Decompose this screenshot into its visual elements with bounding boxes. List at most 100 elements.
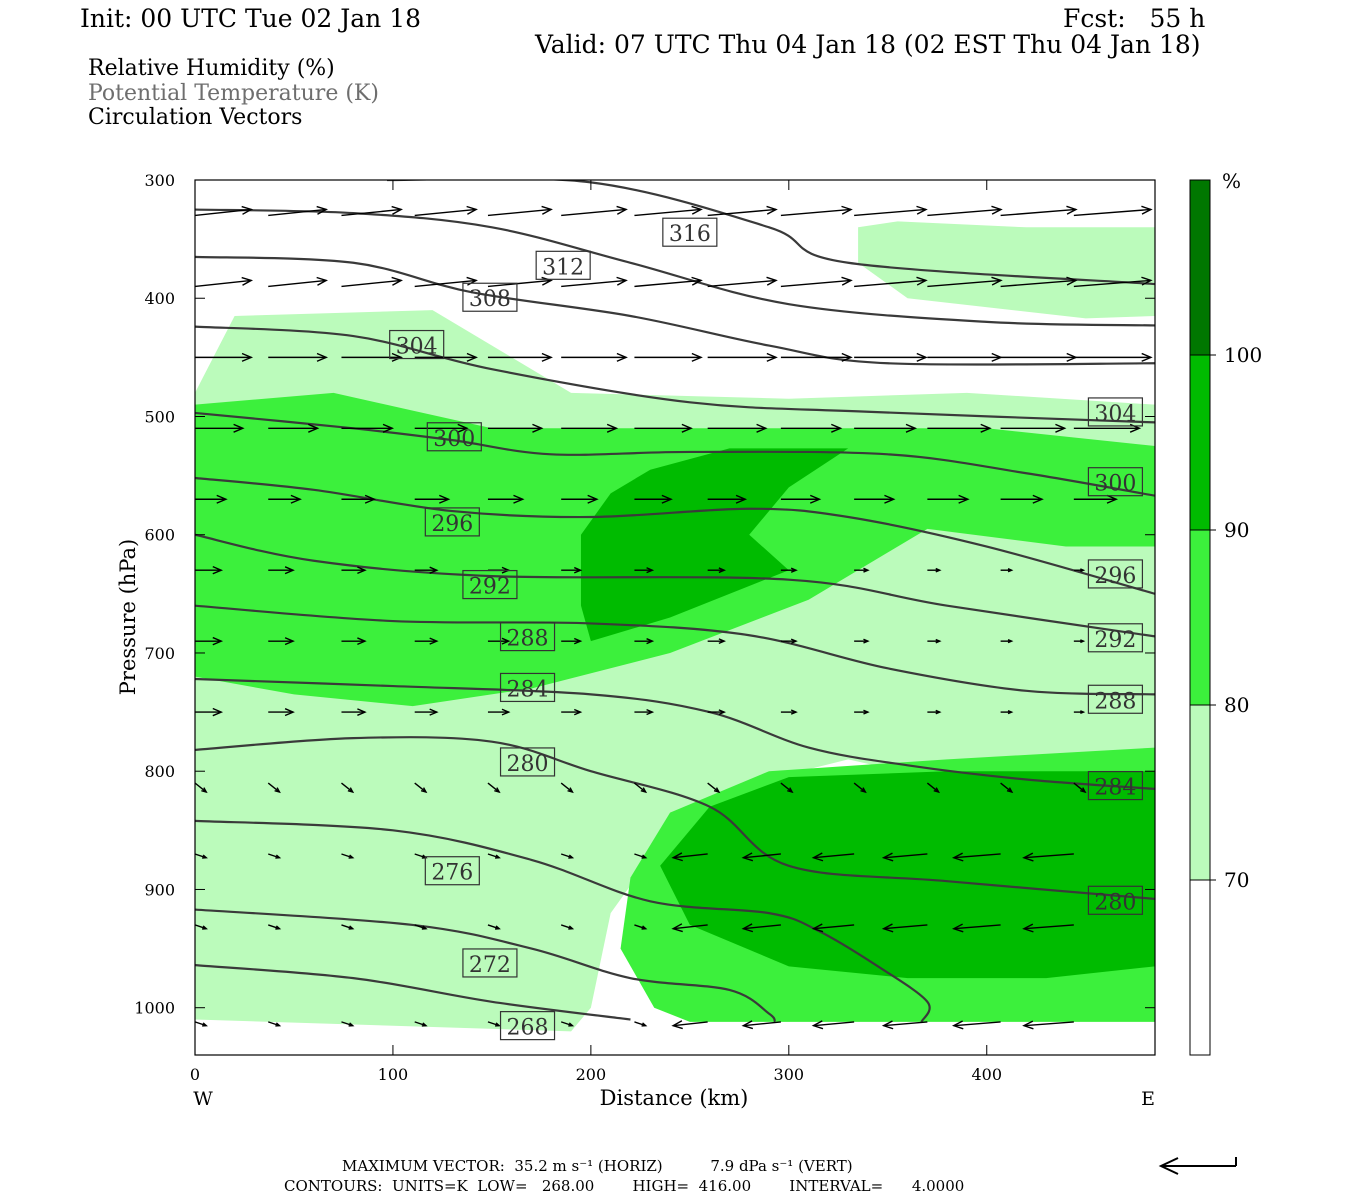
wind-vector [1073,568,1086,573]
x-tick-label: 0 [190,1065,200,1084]
svg-text:312: 312 [542,255,584,280]
wind-vector [561,276,628,288]
wind-vector [560,924,575,930]
isentrope-label: 272 [462,948,518,978]
isentrope-label: 284 [499,672,556,702]
x-axis-label: Distance (km) [600,1086,749,1110]
wind-vector [268,853,282,859]
isentrope-label: 316 [662,217,718,247]
wind-vector [268,276,329,288]
wind-vector [881,1020,928,1030]
valid-time: Valid: 07 UTC Thu 04 Jan 18 (02 EST Thu … [535,30,1201,59]
reference-vector [1158,1157,1237,1175]
max-vector-note: MAXIMUM VECTOR: 35.2 m s⁻¹ (HORIZ) 7.9 d… [342,1157,853,1175]
wind-vector [1000,782,1014,794]
wind-vector [741,923,781,933]
isentrope-268 [195,964,631,1021]
wind-vector [927,352,1003,362]
wind-vector [854,494,896,504]
isentrope-276 [195,819,931,1023]
wind-vectors [195,205,1153,1030]
wind-vector [634,567,655,574]
wind-vector [561,423,619,433]
isentrope-label: 304 [1087,397,1144,427]
wind-vector [268,205,329,217]
wind-vector [414,352,478,362]
wind-vector [634,205,703,217]
wind-vector [780,638,798,644]
y-tick-label: 700 [144,644,175,663]
wind-vector [414,566,439,574]
wind-vector [341,494,377,504]
wind-vector [741,852,781,862]
wind-vector [195,782,208,794]
wind-vector [1022,923,1074,933]
wind-vector [780,276,853,288]
svg-text:280: 280 [507,752,549,777]
wind-vector [881,852,928,862]
wind-vector [195,707,224,717]
wind-vector [780,423,843,433]
colorbar-label: 100 [1224,343,1262,367]
svg-text:272: 272 [469,953,511,978]
wind-vector [487,853,501,859]
wind-vector [561,205,628,217]
wind-vector [707,423,768,433]
isentrope-label: 280 [1087,885,1144,915]
wind-vector [634,352,703,362]
wind-vector [780,205,853,217]
wind-vector [811,1020,855,1030]
isentrope-label: 292 [462,569,518,600]
wind-vector [268,924,282,930]
legend-circulation-vectors: Circulation Vectors [88,105,303,130]
wind-vector [811,923,855,933]
isentrope-288 [195,604,1155,696]
colorbar-label: 80 [1224,693,1249,717]
colorbar-band [1189,704,1211,881]
isentrope-312 [195,208,1155,327]
colorbar-label: 70 [1224,868,1249,892]
legend-relative-humidity: Relative Humidity (%) [88,56,335,81]
colorbar-band [1189,179,1211,356]
wind-vector [854,276,928,288]
svg-text:280: 280 [1094,890,1136,915]
svg-text:284: 284 [1094,776,1136,801]
wind-vector [881,923,928,933]
wind-vector [634,1021,648,1027]
rh-region-90 [660,771,1155,979]
svg-text:284: 284 [507,677,549,702]
svg-text:268: 268 [507,1016,549,1041]
wind-vector [951,1020,1001,1030]
wind-vector [268,352,329,362]
wind-vector [414,782,428,794]
wind-vector [195,853,208,859]
wind-vector [1073,710,1086,715]
isentrope-label: 300 [1087,467,1144,497]
wind-vector [634,494,673,504]
wind-vector [341,352,403,362]
wind-vector [195,1021,208,1027]
isentrope-label: 276 [424,856,480,886]
isentrope-304 [195,325,1155,424]
colorbar: 70 80 90 100 [1189,179,1262,1056]
wind-vector [487,205,553,217]
wind-vector [926,782,941,794]
colorbar-unit: % [1222,169,1241,193]
wind-vector [414,494,451,504]
wind-vector [268,708,295,717]
wind-vector [707,638,726,645]
isentrope-label: 300 [426,422,482,452]
wind-vector [854,205,928,217]
wind-vector [414,1021,428,1027]
wind-vector [414,637,439,645]
wind-vector [1000,423,1067,433]
y-tick-label: 300 [144,171,175,190]
wind-vector [1073,494,1119,504]
svg-text:304: 304 [1094,402,1136,427]
isentrope-272 [195,908,776,1023]
wind-vector [341,637,367,645]
wind-vector [927,494,970,504]
rh-region-70 [858,221,1155,319]
wind-vector [780,567,798,573]
svg-text:288: 288 [1094,689,1136,714]
